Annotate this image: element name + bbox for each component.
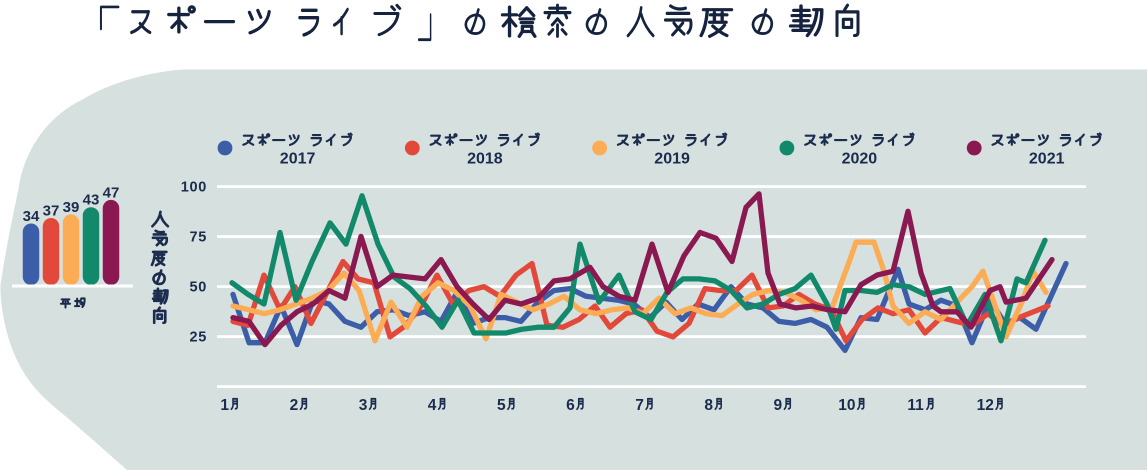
svg-text:100: 100: [181, 180, 207, 196]
svg-text:10: 10: [838, 397, 855, 414]
svg-text:12: 12: [977, 397, 994, 414]
svg-text:8: 8: [704, 397, 713, 414]
svg-text:2020: 2020: [842, 151, 878, 168]
svg-text:9: 9: [774, 397, 783, 414]
svg-text:25: 25: [189, 330, 207, 346]
svg-text:2017: 2017: [280, 151, 316, 168]
svg-text:37: 37: [43, 203, 60, 220]
svg-text:11: 11: [907, 397, 924, 414]
svg-text:3: 3: [359, 397, 368, 414]
svg-text:2019: 2019: [654, 151, 690, 168]
svg-text:2021: 2021: [1029, 151, 1065, 168]
svg-text:50: 50: [189, 280, 207, 296]
svg-text:47: 47: [103, 184, 120, 201]
svg-text:4: 4: [428, 397, 437, 414]
svg-text:75: 75: [189, 230, 207, 246]
svg-text:43: 43: [83, 192, 100, 209]
svg-text:6: 6: [566, 397, 575, 414]
svg-text:34: 34: [23, 208, 40, 225]
svg-text:2018: 2018: [467, 151, 503, 168]
svg-text:7: 7: [635, 397, 644, 414]
svg-text:5: 5: [497, 397, 506, 414]
svg-text:1: 1: [220, 397, 229, 414]
svg-text:2: 2: [290, 397, 299, 414]
svg-text:39: 39: [63, 199, 80, 216]
